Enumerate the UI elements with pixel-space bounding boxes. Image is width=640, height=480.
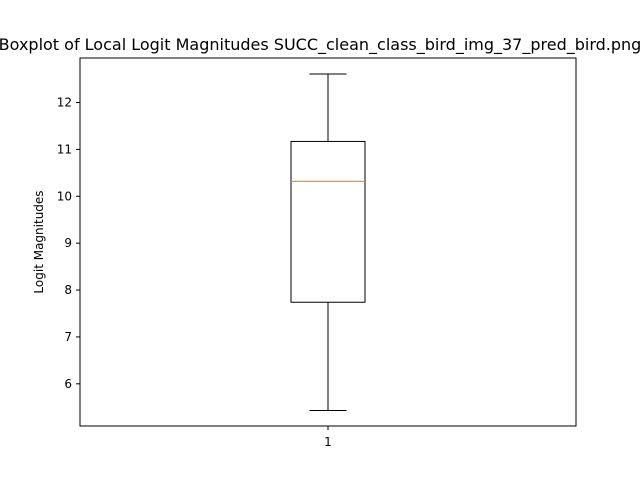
axes-frame: [79, 57, 577, 427]
y-tick-label: 8: [64, 283, 72, 297]
y-tick-label: 12: [57, 96, 72, 110]
y-tick-label: 7: [64, 330, 72, 344]
chart-title: Boxplot of Local Logit Magnitudes SUCC_c…: [0, 35, 640, 55]
plot-area: 6 7 8 9 10 11 12 1: [57, 73, 366, 449]
y-axis-label: Logit Magnitudes: [32, 190, 46, 293]
y-tick-label: 9: [64, 236, 72, 250]
y-tick-label: 11: [57, 142, 72, 156]
box-iqr: [290, 140, 366, 303]
y-tick-label: 10: [57, 189, 72, 203]
y-tick-label: 6: [64, 377, 72, 391]
x-tick-label: 1: [324, 435, 332, 449]
